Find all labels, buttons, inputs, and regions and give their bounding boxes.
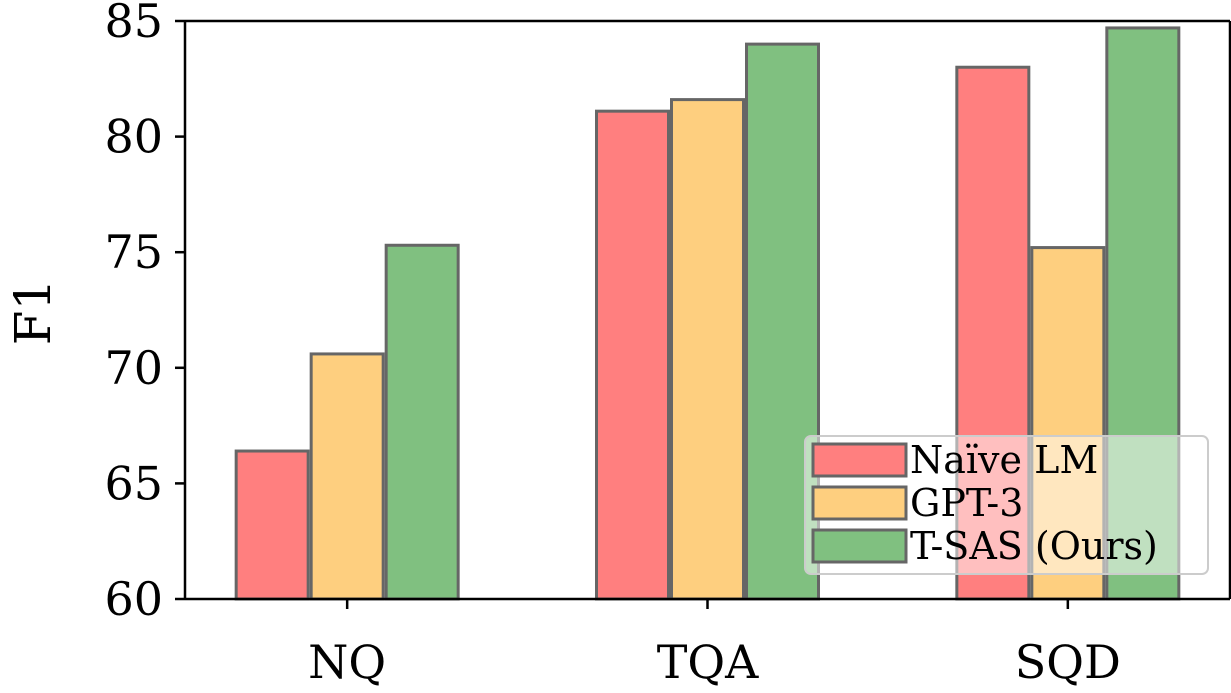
bar-tqa-series-1 bbox=[670, 98, 745, 601]
legend-swatch-2 bbox=[811, 528, 908, 564]
y-tick-label: 65 bbox=[104, 456, 163, 510]
y-tick-label: 85 bbox=[104, 0, 163, 48]
bar-tqa-series-0 bbox=[595, 109, 670, 601]
bar-nq-series-1 bbox=[309, 352, 385, 601]
bar-nq-series-0 bbox=[234, 449, 310, 601]
legend-label-0: Naïve LM bbox=[910, 438, 1098, 482]
y-tick-label: 70 bbox=[104, 341, 163, 395]
y-axis-title: F1 bbox=[4, 279, 62, 346]
legend-label-1: GPT-3 bbox=[910, 481, 1023, 525]
x-tick-label: SQD bbox=[1015, 635, 1121, 689]
bar-nq-series-2 bbox=[384, 243, 460, 601]
legend-swatch-0 bbox=[811, 442, 908, 478]
legend-label-2: T-SAS (Ours) bbox=[910, 524, 1158, 568]
x-tick-label: TQA bbox=[657, 635, 759, 689]
legend-swatch-1 bbox=[811, 485, 908, 521]
axes-group: 60 65 70 75 80 85 NQ TQA SQD F1 bbox=[4, 0, 1231, 689]
y-tick-label: 75 bbox=[104, 225, 163, 279]
y-tick-label: 60 bbox=[104, 572, 163, 626]
x-tick-label: NQ bbox=[308, 635, 386, 689]
y-tick-label: 80 bbox=[104, 110, 163, 164]
